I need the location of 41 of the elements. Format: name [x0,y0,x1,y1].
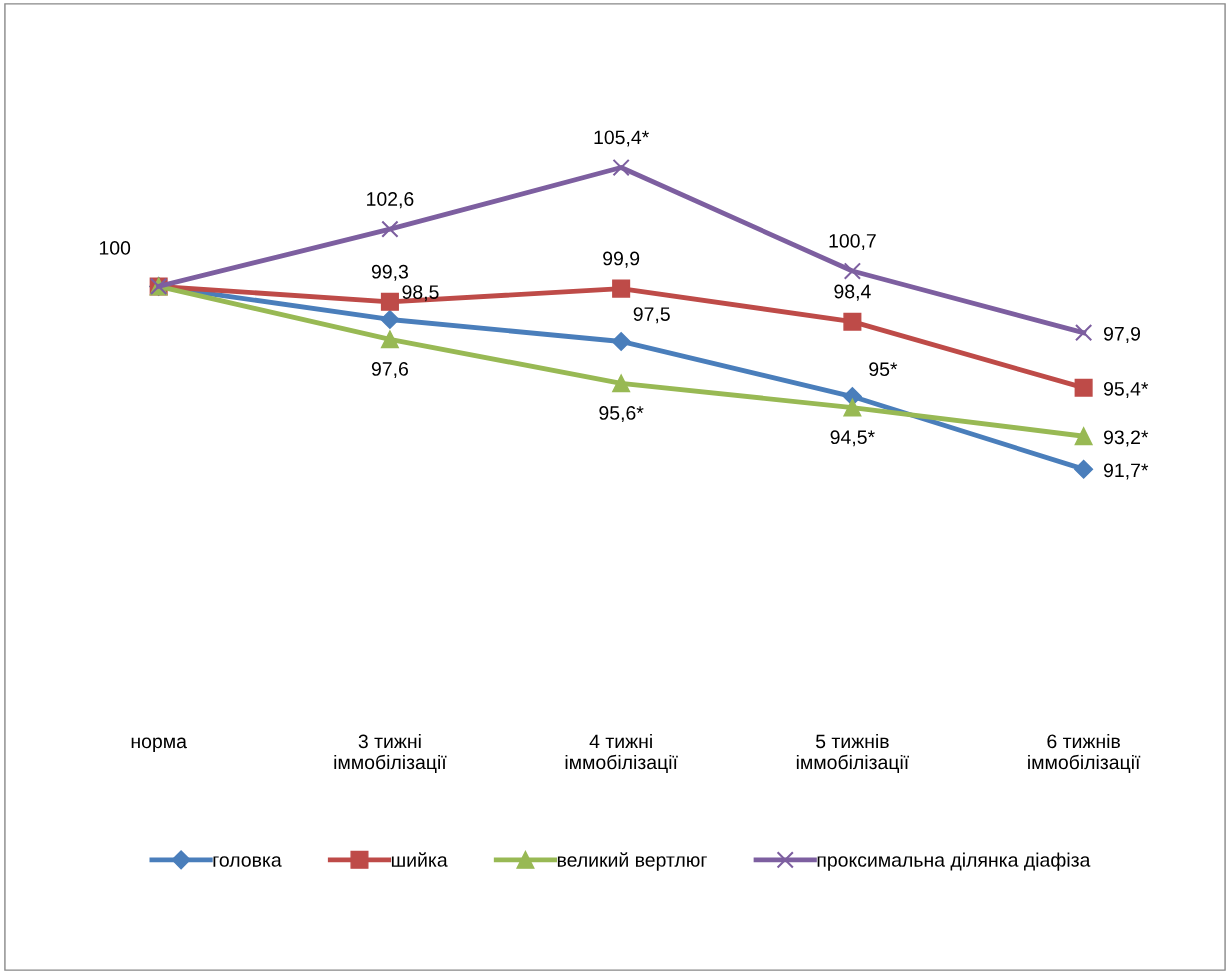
data-label: 98,5 [402,285,439,302]
data-label: 95,6* [599,406,644,423]
data-label: 97,6 [371,362,408,379]
data-label: 95,4* [1103,381,1149,399]
data-label: 100,7 [829,233,876,251]
point [612,279,631,298]
point [1074,378,1093,397]
data-label: 97,9 [1103,326,1140,343]
data-label: 93,2* [1103,430,1149,447]
point [843,312,862,331]
data-label: 94,5* [830,430,875,447]
x-tick-label: 3 тижні іммобілізації [334,733,447,773]
data-label: 102,6 [367,192,414,209]
legend-label: великий вертлюг [557,852,707,871]
point [612,158,630,177]
legend-label: шийка [391,852,448,867]
data-label: 95* [869,362,898,377]
point [611,331,631,352]
point [380,292,399,311]
data-label: 99,3 [371,264,408,281]
point [1074,427,1093,446]
x-tick-label: 5 тижнів іммобілізації [796,733,909,773]
data-label: 97,5 [633,307,670,324]
data-label: 98,4 [834,284,871,301]
x-tick-label: 4 тижні іммобілізації [565,733,678,773]
x-tick-label: 6 тижнів іммобілізації [1028,733,1141,773]
point [380,309,400,329]
data-label: 100 [99,241,131,255]
point [380,330,399,349]
data-label: 105,4* [594,130,649,147]
legend-label: головка [213,856,282,867]
point [1074,459,1094,479]
point [1074,323,1093,342]
point [843,262,862,280]
point [612,374,631,393]
x-tick-label: норма [131,737,187,753]
point [843,398,862,417]
legend-label: проксимальна ділянка діафіза [817,852,1091,871]
data-label: 91,7* [1103,463,1149,480]
point [381,220,399,238]
data-label: 99,9 [603,251,640,268]
